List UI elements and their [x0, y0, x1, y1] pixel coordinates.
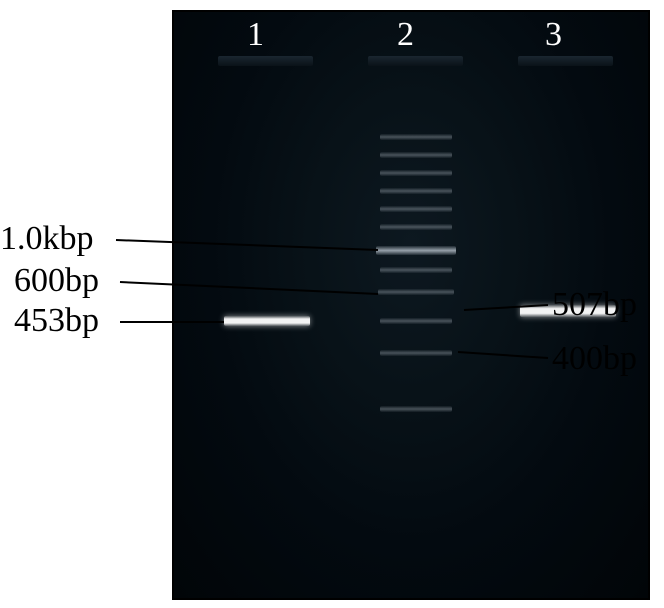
size-label-453bp: 453bp — [14, 302, 99, 340]
ladder-band — [380, 267, 452, 273]
ladder-band — [380, 134, 452, 140]
well-lane-2 — [368, 56, 463, 66]
ladder-band — [380, 406, 452, 412]
ladder-band-600bp — [378, 289, 454, 295]
ladder-band — [380, 224, 452, 230]
size-label-1kbp: 1.0kbp — [0, 220, 94, 258]
ladder-band-400bp — [380, 350, 452, 356]
lane-label-1: 1 — [247, 16, 264, 54]
lane-label-3: 3 — [545, 16, 562, 54]
lane-label-2: 2 — [397, 16, 414, 54]
well-lane-3 — [518, 56, 613, 66]
ladder-band — [380, 206, 452, 212]
ladder-band — [380, 152, 452, 158]
size-label-507bp: 507bp — [552, 286, 637, 324]
size-label-400bp: 400bp — [552, 340, 637, 378]
band-lane1-453bp — [224, 316, 310, 326]
ladder-band — [380, 170, 452, 176]
ladder-band-1kbp — [376, 246, 456, 255]
ladder-band — [380, 188, 452, 194]
well-lane-1 — [218, 56, 313, 66]
size-label-600bp: 600bp — [14, 262, 99, 300]
ladder-band — [380, 318, 452, 324]
